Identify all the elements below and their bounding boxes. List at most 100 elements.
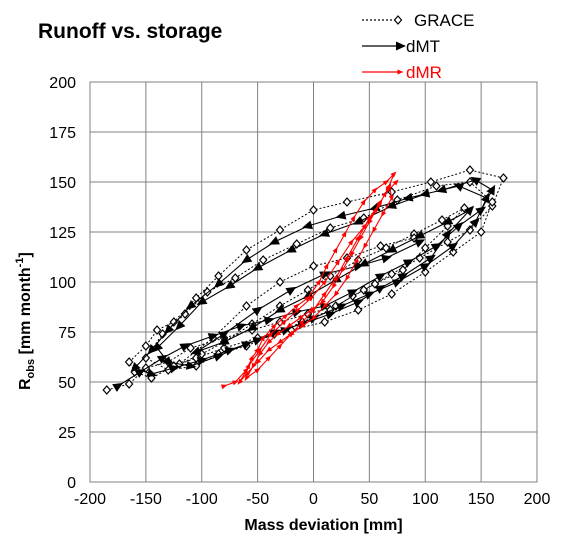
data-point-dmr [372, 226, 378, 234]
data-point-dmt [185, 360, 197, 370]
data-point-grace [124, 379, 134, 389]
data-point-dmr [311, 314, 318, 321]
y-axis-label-part: obs [25, 359, 37, 379]
data-point-dmr [276, 343, 283, 350]
chart-title: Runoff vs. storage [38, 20, 223, 43]
data-point-dmt [146, 368, 158, 377]
data-point-dmt [235, 323, 247, 332]
data-point-dmt [190, 346, 202, 355]
data-point-dmr [321, 291, 327, 298]
data-point-dmt [353, 262, 365, 272]
data-point-dmr [354, 234, 360, 242]
data-point-dmt [147, 344, 158, 355]
data-point-dmt [207, 333, 219, 342]
data-point-dmt [179, 343, 191, 352]
data-point-dmt [213, 277, 225, 288]
data-point-dmr [270, 323, 277, 330]
data-point-dmt [374, 273, 386, 282]
data-point-dmr [334, 259, 341, 266]
y-tick-label: 200 [49, 75, 76, 92]
data-point-dmr [321, 279, 327, 286]
data-point-grace [476, 227, 486, 237]
data-point-grace [102, 385, 112, 395]
data-point-dmt [156, 354, 168, 364]
data-point-dmt [441, 229, 452, 240]
data-point-dmt [374, 284, 386, 294]
data-point-dmt [470, 176, 482, 186]
data-point-grace [387, 269, 397, 279]
data-point-dmr [255, 358, 262, 365]
data-point-dmt [335, 210, 347, 220]
data-point-dmt [319, 228, 330, 237]
data-point-dmr [266, 338, 273, 345]
data-point-grace [180, 309, 190, 319]
legend-label-grace: GRACE [414, 11, 474, 30]
data-point-dmr [288, 330, 295, 337]
data-point-dmr [365, 214, 372, 222]
data-point-dmr [265, 346, 273, 353]
data-point-dmt [175, 320, 186, 331]
data-point-dmt [168, 364, 180, 374]
data-point-dmt [335, 303, 347, 312]
data-point-dmt [268, 236, 280, 245]
data-point-dmt [425, 254, 436, 264]
data-point-dmt [280, 327, 292, 336]
data-point-dmt [213, 353, 225, 362]
data-point-grace [309, 261, 318, 271]
data-point-dmt [475, 206, 487, 216]
data-point-dmr [320, 298, 326, 305]
data-point-dmt [152, 341, 164, 353]
data-point-dmt [414, 239, 426, 248]
data-point-grace [275, 225, 285, 235]
data-point-dmr [254, 367, 261, 374]
data-point-grace [465, 225, 475, 235]
data-point-grace [258, 255, 268, 265]
data-point-dmr [259, 334, 265, 342]
data-point-dmt [447, 242, 459, 252]
data-point-dmt [196, 296, 208, 305]
data-point-dmt [162, 356, 172, 367]
y-tick-label: 75 [58, 325, 76, 342]
data-point-dmr [348, 239, 354, 246]
data-point-dmt [402, 192, 414, 202]
data-point-grace [242, 301, 251, 311]
data-point-dmr [345, 274, 351, 282]
data-point-dmr [322, 302, 329, 309]
data-point-grace [488, 197, 497, 207]
data-point-dmr [237, 378, 244, 385]
data-point-dmt [386, 244, 398, 253]
data-point-dmr [333, 290, 340, 297]
data-point-dmr [332, 275, 338, 282]
series-line-grace [106, 169, 505, 391]
data-point-dmr [267, 331, 274, 338]
data-point-grace [387, 289, 397, 299]
data-point-dmt [453, 183, 465, 192]
data-point-dmt [291, 308, 303, 318]
data-point-dmr [386, 182, 392, 190]
data-point-grace [141, 341, 151, 351]
data-point-dmr [282, 313, 289, 320]
x-tick-label: 50 [360, 491, 378, 508]
data-point-dmt [486, 184, 496, 196]
data-point-dmt [363, 291, 375, 300]
legend-label-dmt: dMT [406, 37, 440, 56]
data-point-dmr [242, 367, 249, 374]
data-point-dmt [480, 192, 490, 204]
data-point-dmr [315, 279, 322, 286]
x-tick-label: -50 [246, 491, 269, 508]
data-point-dmt [463, 205, 475, 216]
legend-marker-dmr [397, 69, 404, 75]
y-tick-label: 100 [49, 275, 76, 292]
data-point-dmr [331, 282, 338, 290]
data-point-dmt [246, 322, 258, 332]
data-point-dmr [363, 242, 369, 250]
data-point-dmr [340, 266, 346, 274]
data-point-dmr [265, 355, 272, 362]
data-point-grace [499, 173, 508, 183]
y-axis-label: Robs [mm month-1] [14, 252, 37, 390]
data-point-dmr [358, 234, 364, 242]
data-point-grace [370, 279, 380, 289]
data-point-grace [432, 181, 441, 191]
data-point-dmr [248, 354, 254, 362]
